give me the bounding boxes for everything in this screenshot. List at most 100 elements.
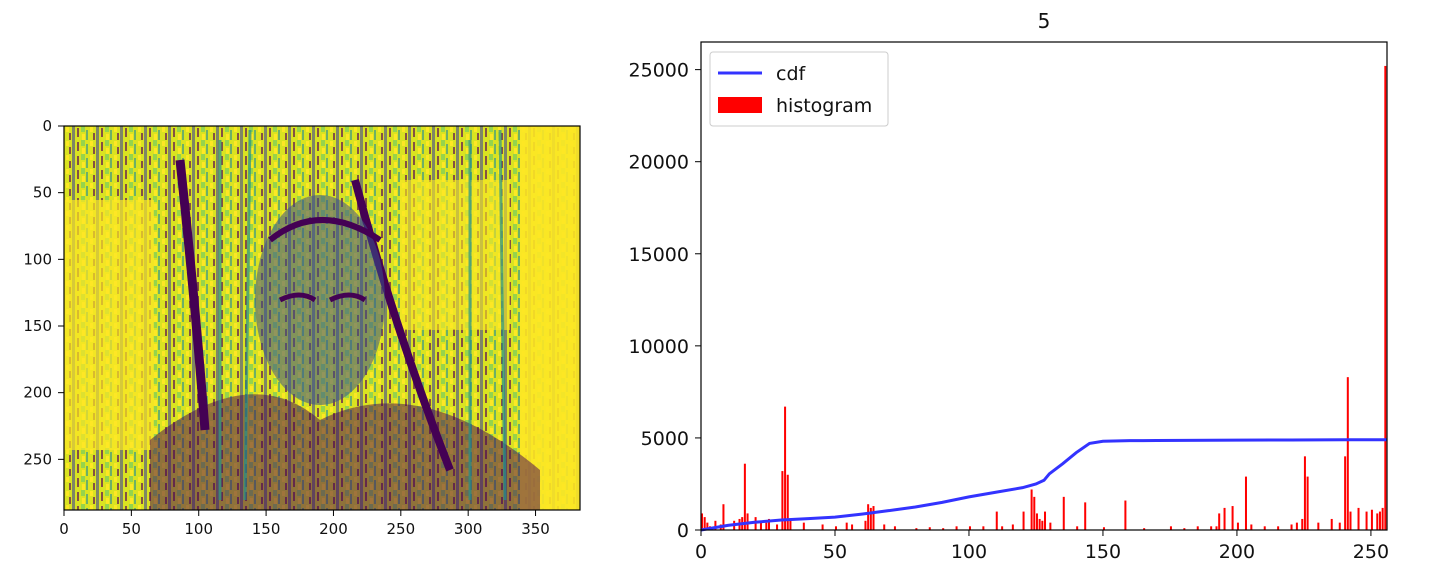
y-tick-label: 0	[677, 520, 689, 542]
histogram-bar	[1218, 513, 1221, 530]
histogram-bar	[845, 522, 848, 530]
histogram-bar	[765, 522, 768, 530]
histogram-bar	[1384, 65, 1387, 530]
plot-frame	[700, 41, 1388, 531]
histogram-bar	[982, 526, 985, 530]
x-tick-label: 300	[454, 520, 483, 538]
histogram-bar	[1295, 522, 1298, 530]
histogram-bar	[1301, 518, 1304, 530]
histogram-bar	[701, 513, 704, 530]
histogram-bar	[928, 527, 931, 530]
histogram-bar	[1169, 526, 1172, 530]
y-tick-label: 50	[33, 184, 52, 202]
y-tick-label: 250	[23, 450, 52, 468]
histogram-bar	[851, 524, 854, 530]
histogram-bar	[872, 506, 875, 530]
histogram-panel: 5 0 50 100 150 200 250 0 5000 10000 15000 20000 25…	[629, 9, 1390, 563]
histogram-bar	[1357, 507, 1360, 530]
histogram-bar	[789, 520, 792, 530]
x-tick-label: 50	[823, 541, 847, 563]
histogram-bar	[1033, 496, 1036, 530]
y-tick-label: 5000	[641, 428, 689, 450]
legend-histogram-swatch	[718, 97, 762, 113]
histogram-bar	[1306, 476, 1309, 530]
histogram-bar	[784, 406, 787, 530]
histogram-bar	[1210, 526, 1213, 530]
histogram-bar	[1236, 522, 1239, 530]
chart-title: 5	[1038, 9, 1051, 33]
histogram-bar	[802, 522, 805, 530]
histogram-bar	[1365, 511, 1368, 530]
x-tick-label: 50	[122, 520, 141, 538]
x-tick-label: 200	[319, 520, 348, 538]
x-tick-label: 350	[521, 520, 550, 538]
histogram-bar	[1102, 527, 1105, 530]
histogram-bar	[968, 526, 971, 530]
histogram-bar	[1124, 500, 1127, 530]
x-tick-label: 100	[184, 520, 213, 538]
histogram-bar	[1044, 511, 1047, 530]
histogram-bar	[1250, 524, 1253, 530]
histogram-bar	[834, 526, 837, 530]
histogram-bar	[955, 526, 958, 530]
histogram-bar	[1022, 511, 1025, 530]
image-panel: 0 50 100 150 200 250 300 350 0 50 100 150 200 250	[23, 117, 581, 538]
histogram-bar	[1381, 507, 1384, 530]
cdf-line	[700, 438, 1387, 532]
x-tick-label: 200	[1219, 541, 1255, 563]
histogram-bar	[1038, 518, 1041, 530]
histogram-bar	[1143, 528, 1146, 530]
histogram-bar	[714, 520, 717, 530]
histogram-bar	[1376, 513, 1379, 530]
y-tick-label: 100	[23, 250, 52, 268]
y-tick-label: 20000	[629, 152, 689, 174]
y-tick-label: 10000	[629, 336, 689, 358]
x-tick-label: 150	[1085, 541, 1121, 563]
histogram-bar	[1346, 377, 1349, 530]
histogram-bar	[1183, 528, 1186, 530]
image-frame	[63, 125, 581, 511]
histogram-bar	[776, 524, 779, 530]
histogram-bar	[821, 524, 824, 530]
y-tick-label: 200	[23, 384, 52, 402]
histogram-bar	[1196, 526, 1199, 530]
histogram-bar	[995, 511, 998, 530]
histogram-bar	[1223, 507, 1226, 530]
image-artwork	[64, 126, 580, 510]
histogram-bar	[1244, 476, 1247, 530]
x-tick-label: 100	[951, 541, 987, 563]
histogram-bar	[1338, 522, 1341, 530]
histogram-bar	[1277, 526, 1280, 530]
histogram-bar	[1370, 509, 1373, 530]
histogram-bar	[1344, 456, 1347, 530]
histogram-bar	[722, 504, 725, 530]
x-tick-label: 0	[695, 541, 707, 563]
histogram-bar	[1317, 522, 1320, 530]
histogram-bar	[915, 528, 918, 530]
histogram-bar	[1084, 502, 1087, 530]
x-tick-label: 0	[59, 520, 69, 538]
histogram-bar	[869, 507, 872, 530]
histogram-bar	[1041, 520, 1044, 530]
histogram-bar	[1330, 518, 1333, 530]
histogram-bar	[1215, 526, 1218, 530]
histogram-bar	[1011, 524, 1014, 530]
histogram-bar	[1030, 489, 1033, 530]
histogram-bar	[743, 463, 746, 530]
histogram-bar	[1378, 511, 1381, 530]
histogram-bar	[767, 518, 771, 530]
histogram-bar	[867, 504, 870, 530]
histogram-bar	[786, 474, 789, 530]
histogram-y-axis: 0 5000 10000 15000 20000 25000	[629, 60, 701, 542]
histogram-x-axis: 0 50 100 150 200 250	[695, 530, 1389, 563]
histogram-bar	[1076, 526, 1079, 530]
x-tick-label: 250	[1353, 541, 1389, 563]
image-x-axis: 0 50 100 150 200 250 300 350	[59, 510, 550, 538]
histogram-bar	[759, 520, 762, 530]
histogram-bar	[1062, 496, 1065, 530]
histogram-bar	[1001, 526, 1004, 530]
legend-cdf-label: cdf	[776, 63, 807, 85]
histogram-bar	[893, 526, 896, 530]
y-tick-label: 25000	[629, 60, 689, 82]
histogram-bar	[864, 520, 867, 530]
